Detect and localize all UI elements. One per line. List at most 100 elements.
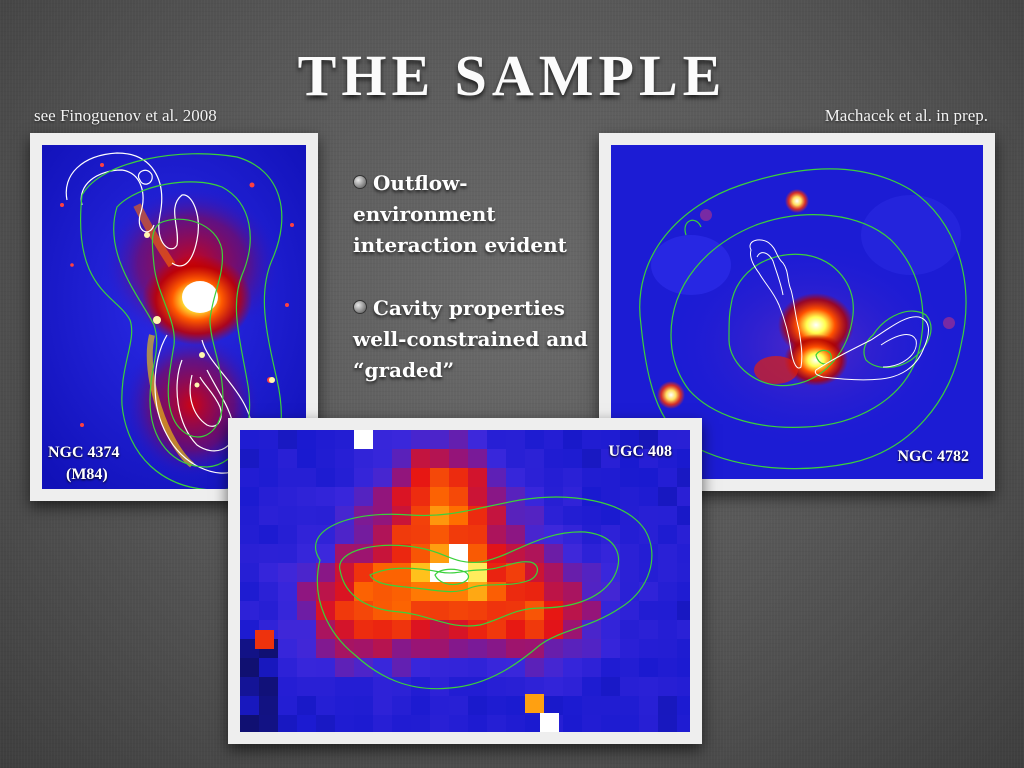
heatmap-pixel xyxy=(373,506,392,525)
point-source xyxy=(525,694,544,713)
heatmap-pixel xyxy=(582,449,601,468)
heatmap-pixel xyxy=(316,677,335,696)
heatmap-pixel xyxy=(354,715,373,732)
heatmap-pixel xyxy=(354,468,373,487)
heatmap-pixel xyxy=(392,658,411,677)
heatmap-pixel xyxy=(620,506,639,525)
heatmap-pixel xyxy=(544,696,563,715)
heatmap-pixel xyxy=(297,601,316,620)
heatmap-pixel xyxy=(658,449,677,468)
heatmap-pixel xyxy=(278,677,297,696)
heatmap-pixel xyxy=(677,715,690,732)
heatmap-pixel xyxy=(506,525,525,544)
heatmap-pixel xyxy=(240,582,259,601)
heatmap-pixel xyxy=(354,506,373,525)
heatmap-pixel xyxy=(240,563,259,582)
point-source xyxy=(354,430,373,449)
heatmap-pixel xyxy=(468,506,487,525)
heatmap-pixel xyxy=(506,506,525,525)
heatmap-pixel xyxy=(468,449,487,468)
heatmap-pixel xyxy=(278,449,297,468)
heatmap-pixel xyxy=(259,715,278,732)
heatmap-pixel xyxy=(677,620,690,639)
heatmap-pixel xyxy=(506,715,525,732)
heatmap-pixel xyxy=(392,525,411,544)
heatmap-pixel xyxy=(240,696,259,715)
label-ugc408: UGC 408 xyxy=(608,443,672,460)
heatmap-pixel xyxy=(259,525,278,544)
bullet-icon xyxy=(353,300,367,314)
heatmap-pixel xyxy=(525,658,544,677)
heatmap-pixel xyxy=(563,449,582,468)
heatmap-pixel xyxy=(601,563,620,582)
heatmap-pixel xyxy=(544,544,563,563)
heatmap-pixel xyxy=(259,696,278,715)
heatmap-pixel xyxy=(639,468,658,487)
heatmap-pixel xyxy=(354,525,373,544)
heatmap-pixel xyxy=(297,639,316,658)
heatmap-pixel xyxy=(316,715,335,732)
heatmap-pixel xyxy=(392,696,411,715)
heatmap-pixel xyxy=(563,696,582,715)
heatmap-pixel xyxy=(620,487,639,506)
heatmap-pixel xyxy=(335,468,354,487)
heatmap-pixel xyxy=(525,468,544,487)
heatmap-pixel xyxy=(544,506,563,525)
heatmap-pixel xyxy=(677,563,690,582)
heatmap-pixel xyxy=(468,677,487,696)
heatmap-pixel xyxy=(297,677,316,696)
heatmap-pixel xyxy=(563,525,582,544)
heatmap-pixel xyxy=(525,430,544,449)
heatmap-pixel xyxy=(335,544,354,563)
ngc4782-plot xyxy=(611,145,983,479)
heatmap-pixel xyxy=(620,563,639,582)
heatmap-pixel xyxy=(601,658,620,677)
heatmap-pixel xyxy=(411,696,430,715)
heatmap-pixel xyxy=(658,468,677,487)
heatmap-pixel xyxy=(411,430,430,449)
heatmap-pixel xyxy=(544,601,563,620)
heatmap-pixel xyxy=(544,449,563,468)
heatmap-pixel xyxy=(487,601,506,620)
heatmap-pixel xyxy=(430,658,449,677)
heatmap-pixel xyxy=(582,601,601,620)
heatmap-pixel xyxy=(354,658,373,677)
heatmap-pixel xyxy=(297,525,316,544)
heatmap-pixel xyxy=(316,639,335,658)
heatmap-pixel xyxy=(411,487,430,506)
heatmap-pixel xyxy=(468,696,487,715)
label-ngc4374: NGC 4374 xyxy=(48,444,120,461)
heatmap-pixel xyxy=(354,563,373,582)
heatmap-pixel xyxy=(563,430,582,449)
heatmap-pixel xyxy=(506,601,525,620)
heatmap-pixel xyxy=(259,677,278,696)
heatmap-pixel xyxy=(639,620,658,639)
heatmap-pixel xyxy=(487,582,506,601)
heatmap-pixel xyxy=(563,639,582,658)
heatmap-pixel xyxy=(601,639,620,658)
heatmap-pixel xyxy=(449,506,468,525)
heatmap-pixel xyxy=(259,468,278,487)
heatmap-pixel xyxy=(449,696,468,715)
heatmap-pixel xyxy=(297,430,316,449)
heatmap-pixel xyxy=(392,468,411,487)
heatmap-pixel xyxy=(582,639,601,658)
heatmap-pixel xyxy=(392,715,411,732)
heatmap-pixel xyxy=(430,506,449,525)
bullet-item: Outflow-environment interaction evident xyxy=(353,168,593,261)
heatmap-pixel xyxy=(506,544,525,563)
heatmap-pixel xyxy=(430,468,449,487)
heatmap-pixel xyxy=(658,715,677,732)
heatmap-pixel xyxy=(278,544,297,563)
heatmap-pixel xyxy=(601,677,620,696)
heatmap-pixel xyxy=(316,468,335,487)
bullet-list: Outflow-environment interaction evident … xyxy=(353,168,593,418)
heatmap-pixel xyxy=(297,506,316,525)
heatmap-pixel xyxy=(601,430,620,449)
heatmap-pixel xyxy=(620,620,639,639)
heatmap-pixel xyxy=(620,677,639,696)
heatmap-pixel xyxy=(582,544,601,563)
heatmap-pixel xyxy=(658,639,677,658)
heatmap-pixel xyxy=(506,449,525,468)
heatmap-pixel xyxy=(525,582,544,601)
